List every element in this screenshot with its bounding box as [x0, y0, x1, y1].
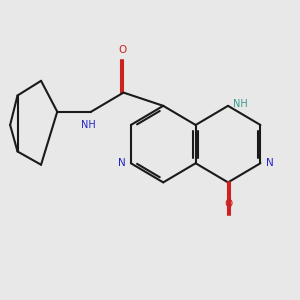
- Text: N: N: [118, 158, 126, 168]
- Text: O: O: [224, 200, 232, 209]
- Text: O: O: [118, 45, 126, 55]
- Text: NH: NH: [81, 120, 96, 130]
- Text: N: N: [266, 158, 274, 168]
- Text: NH: NH: [233, 99, 248, 110]
